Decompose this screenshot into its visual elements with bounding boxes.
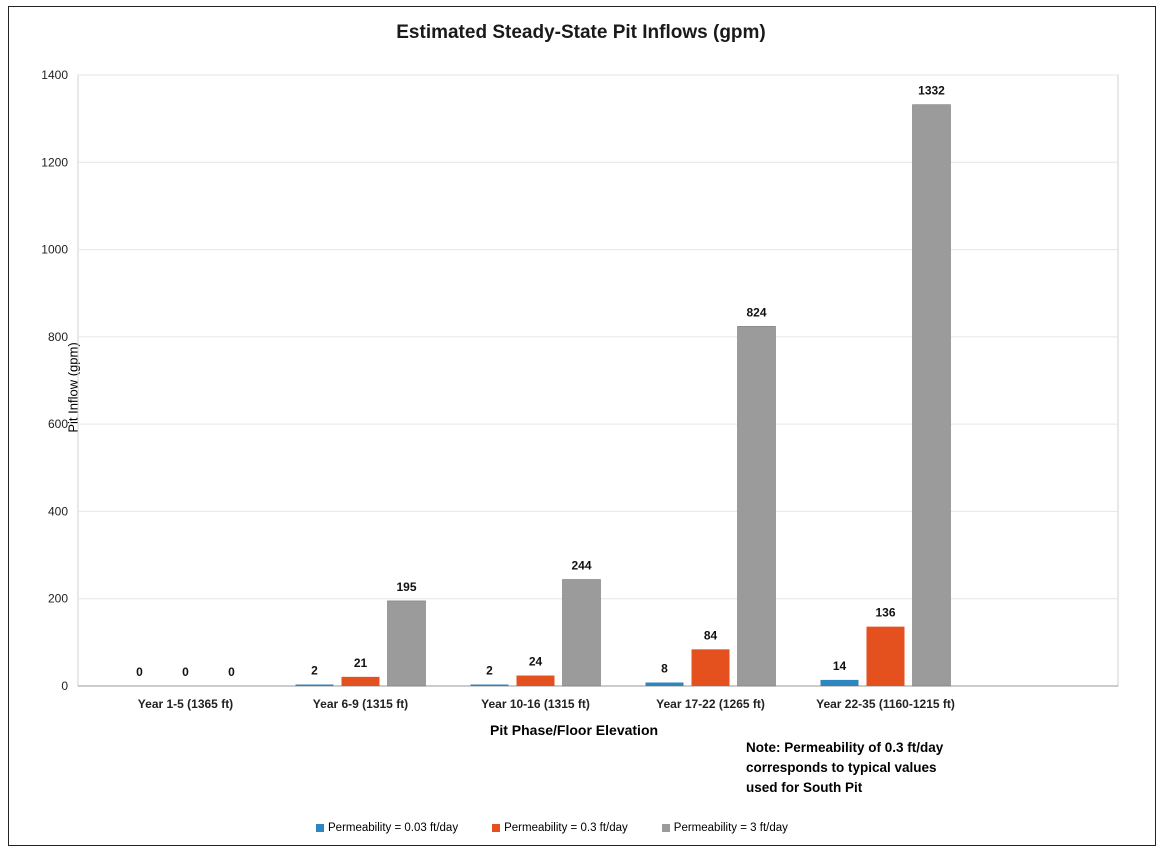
note-text: Note: Permeability of 0.3 ft/day corresp… — [746, 738, 943, 798]
y-tick-label: 1400 — [41, 68, 68, 82]
data-label: 0 — [182, 665, 189, 679]
data-label: 8 — [661, 662, 668, 676]
legend-swatch-2 — [661, 824, 670, 832]
data-label: 24 — [529, 655, 543, 669]
bar — [737, 326, 776, 687]
legend-swatch-0 — [316, 824, 324, 832]
y-tick-label: 1200 — [41, 155, 68, 169]
bar — [516, 675, 555, 686]
data-label: 195 — [396, 580, 416, 594]
y-tick-label: 0 — [61, 679, 68, 693]
note-line-3: used for South Pit — [746, 780, 863, 795]
bar — [866, 626, 905, 686]
legend-label-0: Permeability = 0.03 ft/day — [328, 822, 459, 834]
x-tick-label: Year 1-5 (1365 ft) — [138, 697, 233, 711]
bar — [295, 684, 334, 686]
chart-frame — [8, 6, 1156, 846]
y-tick-label: 400 — [48, 504, 68, 518]
legend-label-1: Permeability = 0.3 ft/day — [504, 822, 628, 834]
y-tick-label: 1000 — [41, 243, 68, 257]
bar — [470, 684, 509, 686]
legend-swatch-1 — [492, 824, 501, 832]
bar — [562, 579, 601, 687]
bar — [387, 600, 426, 687]
data-label: 1332 — [918, 84, 945, 98]
legend-item-1: Permeability = 0.3 ft/day — [492, 822, 628, 834]
bar — [645, 682, 684, 686]
data-label: 0 — [228, 665, 235, 679]
x-tick-label: Year 17-22 (1265 ft) — [656, 697, 765, 711]
bar — [341, 676, 380, 686]
data-label: 824 — [746, 305, 766, 319]
y-tick-label: 600 — [48, 417, 68, 431]
data-label: 2 — [486, 664, 493, 678]
data-label: 136 — [875, 606, 895, 620]
data-label: 2 — [311, 664, 318, 678]
note-line-2: corresponds to typical values — [746, 760, 937, 775]
legend-item-2: Permeability = 3 ft/day — [661, 822, 788, 834]
x-tick-label: Year 22-35 (1160-1215 ft) — [816, 697, 955, 711]
x-tick-label: Year 10-16 (1315 ft) — [481, 697, 590, 711]
legend-label-2: Permeability = 3 ft/day — [673, 822, 788, 834]
y-tick-label: 800 — [48, 330, 68, 344]
y-tick-label: 200 — [48, 592, 68, 606]
bar — [912, 104, 951, 687]
legend: Permeability = 0.03 ft/day Permeability … — [316, 822, 788, 834]
data-label: 14 — [833, 659, 847, 673]
data-label: 84 — [704, 628, 718, 642]
data-label: 21 — [354, 656, 368, 670]
legend-item-0: Permeability = 0.03 ft/day — [316, 822, 458, 834]
data-label: 0 — [136, 665, 143, 679]
bar — [820, 679, 859, 686]
chart-title: Estimated Steady-State Pit Inflows (gpm) — [396, 22, 766, 43]
x-axis-label: Pit Phase/Floor Elevation — [490, 722, 659, 738]
note-line-1: Note: Permeability of 0.3 ft/day — [746, 740, 944, 755]
data-label: 244 — [571, 559, 591, 573]
bar — [691, 649, 730, 686]
x-tick-label: Year 6-9 (1315 ft) — [313, 697, 408, 711]
